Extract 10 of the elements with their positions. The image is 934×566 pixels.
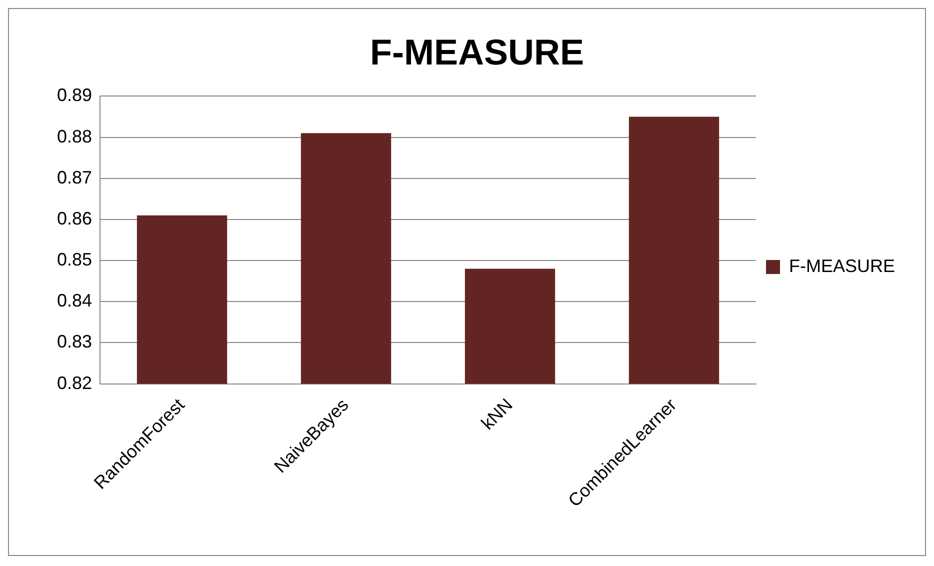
y-tick-label: 0.85 bbox=[56, 250, 92, 270]
y-tick-label: 0.89 bbox=[56, 85, 92, 106]
y-tick-label: 0.87 bbox=[56, 167, 92, 188]
legend-label: F-MEASURE bbox=[788, 256, 896, 276]
y-tick-label: 0.88 bbox=[56, 126, 92, 146]
y-tick-label: 0.83 bbox=[56, 332, 92, 352]
y-tick-label: 0.82 bbox=[56, 372, 92, 393]
y-tick-label: 0.84 bbox=[56, 290, 92, 311]
y-tick-label: 0.86 bbox=[56, 208, 92, 228]
chart-title: F-MEASURE bbox=[370, 32, 584, 73]
